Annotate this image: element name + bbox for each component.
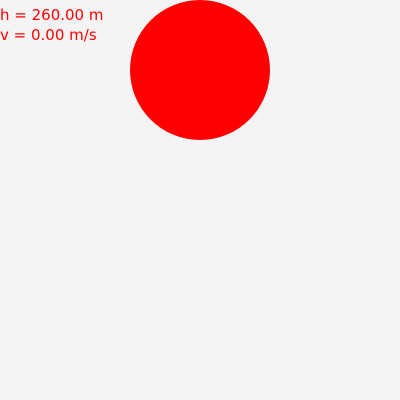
velocity-readout: v = 0.00 m/s — [0, 26, 97, 44]
falling-ball — [130, 0, 270, 140]
hud-readout: h = 260.00 m v = 0.00 m/s — [0, 5, 103, 45]
height-readout: h = 260.00 m — [0, 6, 104, 24]
